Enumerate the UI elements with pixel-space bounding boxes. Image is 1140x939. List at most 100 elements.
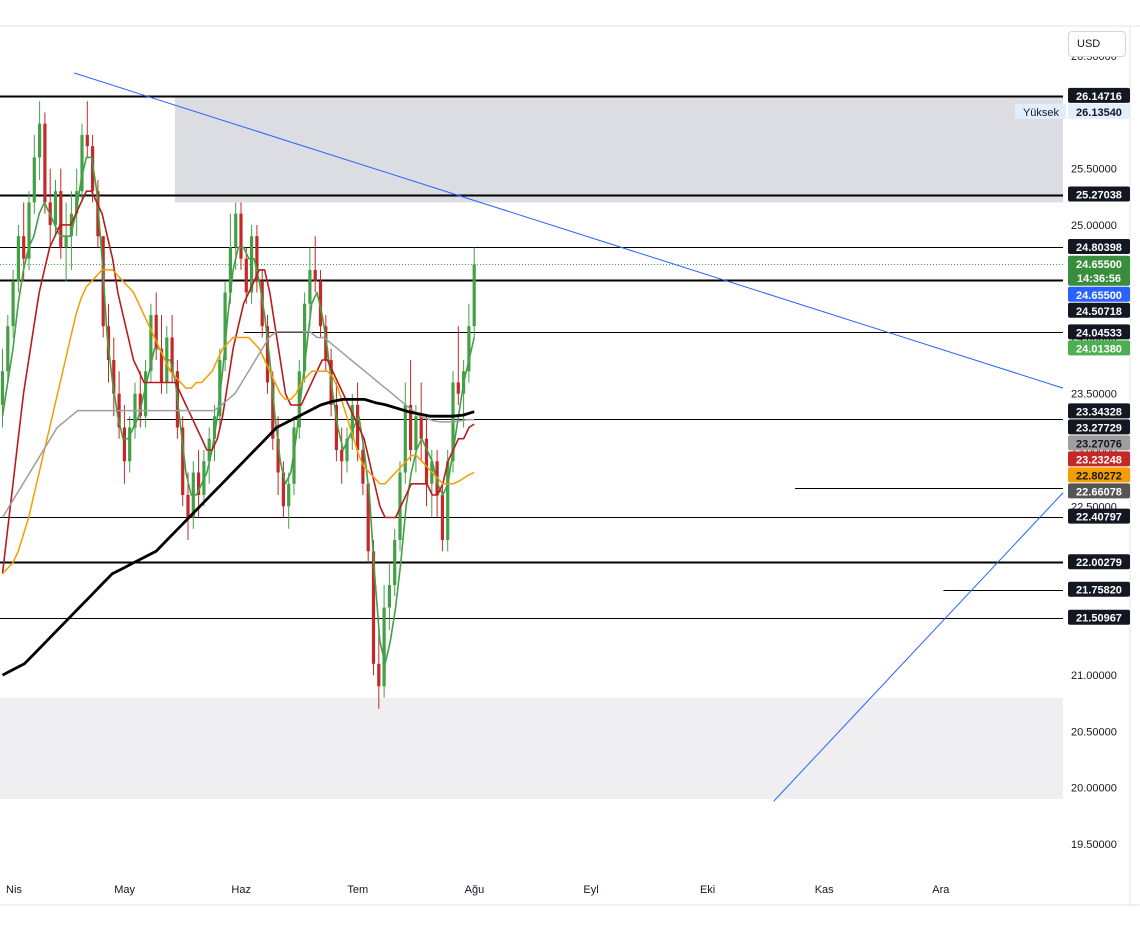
currency-button[interactable]: USD bbox=[1068, 31, 1126, 57]
price-label: 22.40797 bbox=[1068, 508, 1130, 524]
price-label: 24.01380 bbox=[1068, 340, 1130, 356]
svg-text:24.01380: 24.01380 bbox=[1076, 343, 1122, 355]
y-tick-label: 25.00000 bbox=[1071, 220, 1117, 232]
x-tick-label: Tem bbox=[347, 884, 368, 896]
svg-text:22.66078: 22.66078 bbox=[1076, 486, 1122, 498]
svg-text:26.13540: 26.13540 bbox=[1076, 107, 1122, 119]
svg-text:23.27076: 23.27076 bbox=[1076, 438, 1122, 450]
svg-text:22.40797: 22.40797 bbox=[1076, 512, 1122, 524]
candle bbox=[377, 630, 381, 709]
svg-text:22.00279: 22.00279 bbox=[1076, 557, 1122, 569]
svg-text:26.14716: 26.14716 bbox=[1076, 91, 1122, 103]
candle bbox=[287, 472, 291, 529]
price-label: 24.50718 bbox=[1068, 302, 1130, 318]
y-tick-label: 23.50000 bbox=[1071, 389, 1117, 401]
candle bbox=[424, 416, 429, 507]
x-tick-label: Eyl bbox=[583, 884, 598, 896]
candle bbox=[361, 438, 365, 496]
svg-text:24.80398: 24.80398 bbox=[1076, 242, 1122, 254]
candle bbox=[472, 247, 476, 338]
candle bbox=[467, 303, 471, 383]
ma-red-line bbox=[1, 190, 475, 574]
candle bbox=[218, 348, 222, 428]
trendline[interactable] bbox=[74, 72, 1064, 389]
candle bbox=[255, 224, 259, 293]
price-label: 23.27076 bbox=[1068, 435, 1130, 451]
candle bbox=[85, 101, 89, 158]
candle bbox=[340, 427, 344, 484]
candle bbox=[250, 224, 254, 304]
candle bbox=[350, 393, 354, 450]
x-tick-label: Haz bbox=[231, 884, 251, 896]
candle bbox=[403, 382, 407, 484]
svg-text:22.80272: 22.80272 bbox=[1076, 470, 1122, 482]
svg-text:23.34328: 23.34328 bbox=[1076, 406, 1122, 418]
candle bbox=[345, 427, 349, 473]
candle bbox=[297, 359, 301, 439]
svg-text:24.65500: 24.65500 bbox=[1076, 290, 1122, 302]
price-label: 23.34328 bbox=[1068, 403, 1130, 419]
candle bbox=[414, 404, 418, 473]
svg-text:21.50967: 21.50967 bbox=[1076, 613, 1122, 625]
candle bbox=[59, 168, 63, 259]
price-label: 23.27729 bbox=[1068, 419, 1130, 435]
price-label: 24.04533 bbox=[1068, 324, 1130, 340]
candle bbox=[313, 236, 317, 293]
x-tick-label: Ara bbox=[932, 884, 950, 896]
price-label: 26.13540 Yüksek bbox=[1015, 103, 1130, 119]
price-label: 22.66078 bbox=[1068, 483, 1130, 499]
candle bbox=[356, 382, 360, 462]
candle bbox=[75, 168, 79, 237]
candle bbox=[128, 416, 132, 473]
y-tick-label: 19.50000 bbox=[1071, 839, 1117, 851]
candle bbox=[181, 416, 185, 507]
candle bbox=[32, 134, 36, 214]
svg-text:21.75820: 21.75820 bbox=[1076, 585, 1122, 597]
svg-text:14:36:56: 14:36:56 bbox=[1077, 273, 1121, 285]
candle bbox=[80, 123, 84, 203]
ma-orange-line bbox=[1, 269, 475, 575]
price-label: 24.80398 bbox=[1068, 238, 1130, 254]
candle bbox=[43, 112, 47, 214]
candle bbox=[27, 191, 31, 270]
price-label: 22.80272 bbox=[1068, 467, 1130, 483]
candle bbox=[239, 202, 243, 270]
candle bbox=[16, 224, 20, 293]
price-label: 21.50967 bbox=[1068, 609, 1130, 625]
candle bbox=[281, 461, 285, 518]
svg-text:25.27038: 25.27038 bbox=[1076, 190, 1122, 202]
y-tick-label: 20.50000 bbox=[1071, 726, 1117, 738]
candle bbox=[318, 269, 323, 338]
candle bbox=[144, 359, 148, 428]
candle bbox=[456, 326, 460, 405]
candle bbox=[409, 359, 413, 462]
price-label: 24.65500 14:36:56 bbox=[1068, 255, 1130, 286]
ma-gray-line bbox=[1, 331, 475, 518]
candle bbox=[112, 337, 116, 417]
svg-text:23.27729: 23.27729 bbox=[1076, 422, 1122, 434]
price-label: 21.75820 bbox=[1068, 581, 1130, 597]
svg-text:24.65500: 24.65500 bbox=[1076, 259, 1122, 271]
y-tick-label: 21.00000 bbox=[1071, 670, 1117, 682]
candle bbox=[244, 247, 248, 304]
price-label: 25.27038 bbox=[1068, 186, 1130, 202]
price-label: 22.00279 bbox=[1068, 554, 1130, 570]
price-zone bbox=[0, 697, 1063, 799]
candle bbox=[138, 371, 142, 428]
candle bbox=[38, 101, 42, 180]
x-tick-label: Ağu bbox=[465, 884, 485, 896]
candle bbox=[387, 562, 391, 631]
candle bbox=[265, 314, 270, 394]
price-zone bbox=[174, 96, 1063, 203]
x-tick-label: May bbox=[114, 884, 135, 896]
x-tick-label: Nis bbox=[6, 884, 22, 896]
price-label: 26.14716 bbox=[1068, 87, 1130, 103]
trendline[interactable] bbox=[773, 492, 1064, 802]
candle bbox=[11, 269, 15, 338]
ma-green-line bbox=[1, 156, 475, 665]
candle bbox=[393, 528, 397, 597]
x-tick-label: Kas bbox=[815, 884, 834, 896]
price-label: 24.65500 bbox=[1068, 286, 1130, 302]
